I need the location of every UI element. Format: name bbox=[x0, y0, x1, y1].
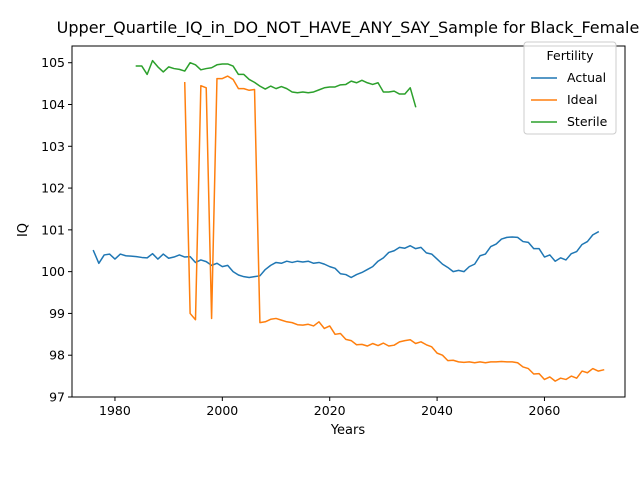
x-tick-label: 2040 bbox=[421, 403, 453, 418]
series-line-actual bbox=[92, 230, 600, 279]
x-tick-label: 2020 bbox=[314, 403, 346, 418]
y-axis: 97 98 99 100 101 102 103 104 105 bbox=[41, 55, 72, 405]
plot-frame bbox=[71, 45, 626, 398]
legend-entries: Actual Ideal Sterile bbox=[531, 70, 608, 129]
x-tick-label: 2060 bbox=[529, 403, 561, 418]
x-tick-label: 2000 bbox=[206, 403, 238, 418]
legend-label-ideal: Ideal bbox=[567, 92, 597, 107]
legend-title: Fertility bbox=[547, 48, 595, 63]
y-tick-label: 98 bbox=[49, 348, 65, 363]
y-tick-label: 105 bbox=[41, 55, 65, 70]
y-tick-label: 97 bbox=[49, 390, 65, 405]
plot-area bbox=[71, 45, 626, 398]
legend-label-sterile: Sterile bbox=[567, 114, 608, 129]
y-axis-label: IQ bbox=[16, 223, 31, 237]
y-tick-label: 101 bbox=[41, 222, 65, 237]
series-line-ideal bbox=[183, 75, 605, 382]
y-tick-label: 103 bbox=[41, 139, 65, 154]
chart-title: Upper_Quartile_IQ_in_DO_NOT_HAVE_ANY_SAY… bbox=[57, 18, 640, 38]
x-axis-label: Years bbox=[330, 423, 366, 438]
y-tick-label: 100 bbox=[41, 264, 65, 279]
legend-label-actual: Actual bbox=[567, 70, 606, 85]
series-line-sterile bbox=[135, 59, 417, 108]
y-tick-label: 102 bbox=[41, 181, 65, 196]
legend-box bbox=[523, 41, 617, 135]
legend: Fertility Actual Ideal Sterile bbox=[523, 41, 617, 135]
x-axis: 1980 2000 2020 2040 2060 bbox=[99, 397, 560, 418]
x-tick-label: 1980 bbox=[99, 403, 131, 418]
y-tick-label: 104 bbox=[41, 97, 65, 112]
y-tick-label: 99 bbox=[49, 306, 65, 321]
